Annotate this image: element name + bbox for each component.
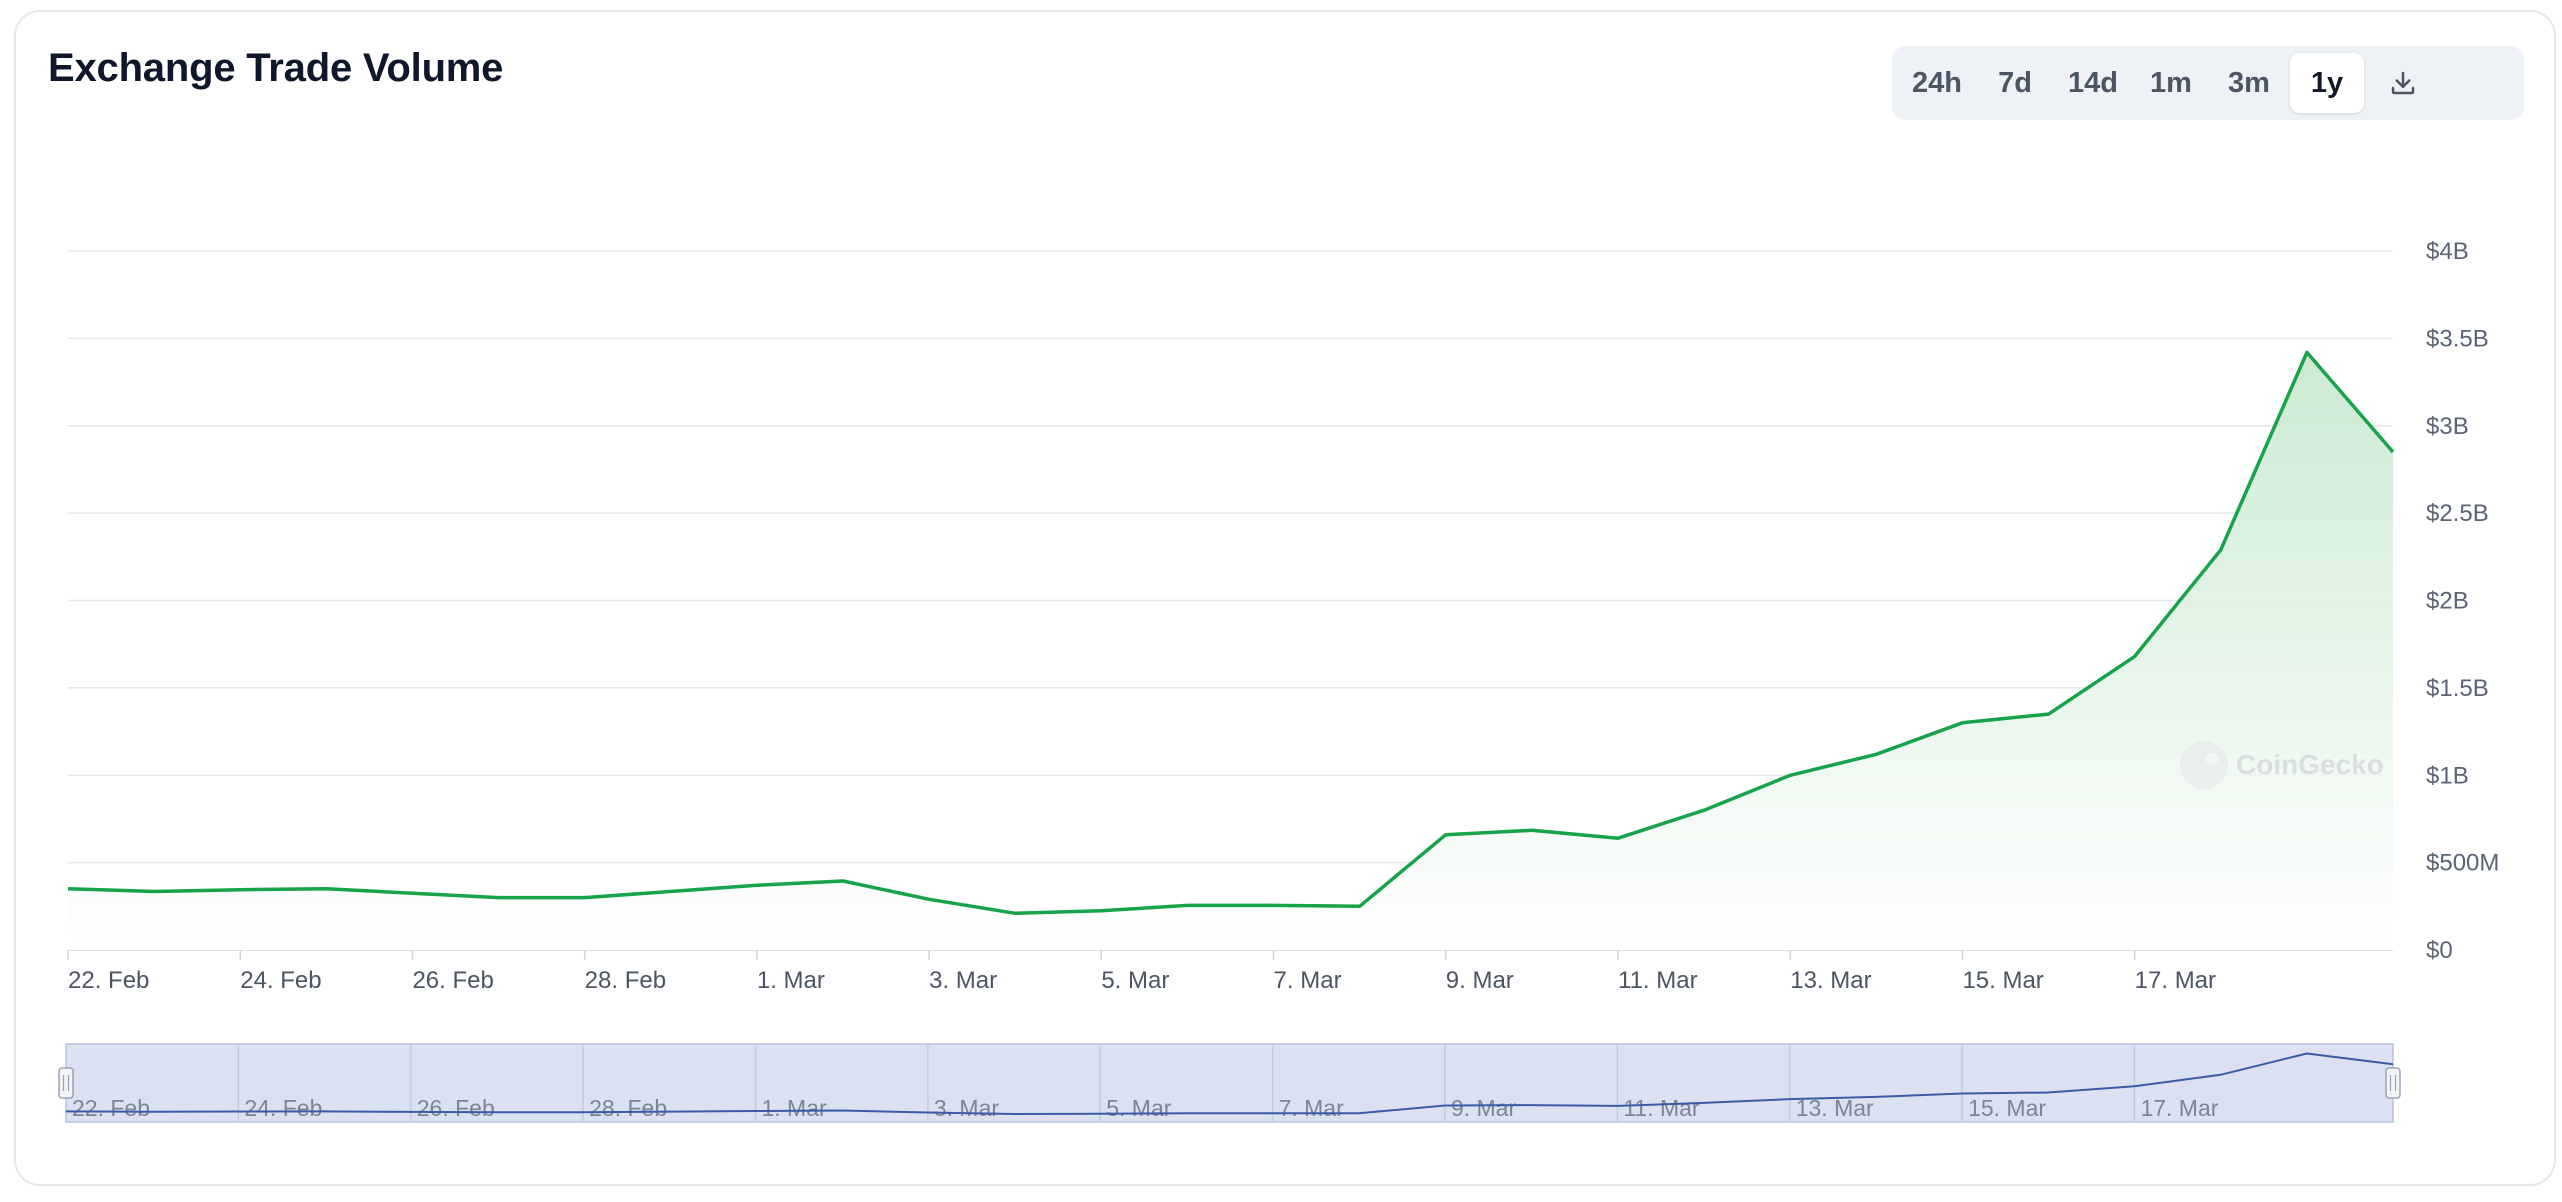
x-tick-label: 24. Feb [240,967,321,994]
x-tick-label: 5. Mar [1101,967,1169,994]
data-point[interactable] [490,889,508,907]
download-button[interactable] [2368,53,2438,113]
x-tick-label: 13. Mar [1790,967,1871,994]
navigator-tick-label: 24. Feb [244,1095,322,1121]
watermark: CoinGecko [2180,741,2384,789]
data-point[interactable] [2298,343,2316,361]
navigator-tick-label: 1. Mar [761,1095,827,1121]
gecko-logo-icon [2180,741,2228,789]
y-tick-label: $1B [2426,762,2469,789]
data-point[interactable] [231,881,249,899]
chart-card [14,10,2556,1186]
data-point[interactable] [1523,821,1541,839]
data-point[interactable] [317,880,335,898]
data-point[interactable] [576,889,594,907]
navigator-tick-label: 11. Mar [1623,1095,1700,1121]
data-point[interactable] [1953,714,1971,732]
range-button-3m[interactable]: 3m [2212,53,2286,113]
navigator-tick-label: 22. Feb [72,1095,150,1121]
data-point[interactable] [403,884,421,902]
navigator-line [65,1052,2394,1115]
y-tick-label: $500M [2426,850,2499,877]
y-tick-label: $3B [2426,413,2469,440]
data-point[interactable] [834,872,852,890]
download-icon [2391,71,2415,95]
watermark-text: CoinGecko [2236,749,2384,780]
navigator-tick-label: 15. Mar [1968,1095,2046,1121]
chart-title: Exchange Trade Volume [48,46,504,90]
data-point[interactable] [2040,705,2058,723]
data-point[interactable] [920,890,938,908]
data-point[interactable] [1351,897,1369,915]
data-point[interactable] [2212,541,2230,559]
data-point[interactable] [1781,766,1799,784]
range-button-14d[interactable]: 14d [2056,53,2130,113]
y-tick-label: $4B [2426,238,2469,265]
y-tick-label: $3.5B [2426,325,2489,352]
navigator-tick-label: 26. Feb [417,1095,495,1121]
series-line [67,350,2395,916]
data-point[interactable] [1867,745,1885,763]
x-tick-label: 15. Mar [1962,967,2043,994]
series-area [68,352,2393,950]
data-point[interactable] [59,880,77,898]
navigator-range[interactable] [65,1043,2394,1123]
range-button-24h[interactable]: 24h [1900,53,1974,113]
y-tick-label: $0 [2426,937,2453,964]
navigator-tick-label: 28. Feb [589,1095,667,1121]
navigator-tick-label: 3. Mar [934,1095,1000,1121]
y-tick-label: $1.5B [2426,675,2489,702]
x-tick-label: 11. Mar [1618,967,1698,994]
data-point[interactable] [748,876,766,894]
navigator-handle-right[interactable] [2385,1067,2401,1099]
data-point[interactable] [145,882,163,900]
navigator-tick-label: 17. Mar [2140,1095,2218,1121]
x-tick-label: 22. Feb [68,967,149,994]
navigator-handle-left[interactable] [58,1067,74,1099]
x-tick-label: 26. Feb [412,967,493,994]
x-tick-label: 9. Mar [1446,967,1514,994]
data-point[interactable] [1437,826,1455,844]
data-point[interactable] [1609,829,1627,847]
time-range-selector: 24h 7d 14d 1m 3m 1y [1892,46,2524,120]
data-point[interactable] [1265,896,1283,914]
data-point[interactable] [2384,443,2402,461]
data-point[interactable] [1006,904,1024,922]
y-tick-label: $2B [2426,588,2469,615]
range-button-1y[interactable]: 1y [2290,53,2364,113]
x-tick-label: 3. Mar [929,967,997,994]
x-tick-label: 28. Feb [585,967,666,994]
x-tick-label: 17. Mar [2135,967,2216,994]
x-tick-label: 1. Mar [757,967,825,994]
navigator-tick-label: 9. Mar [1451,1095,1517,1121]
navigator-tick-label: 7. Mar [1279,1095,1345,1121]
navigator-tick-label: 5. Mar [1106,1095,1172,1121]
data-point[interactable] [1695,801,1713,819]
data-point[interactable] [1092,902,1110,920]
x-tick-label: 7. Mar [1274,967,1342,994]
y-tick-label: $2.5B [2426,500,2489,527]
data-point[interactable] [2126,647,2144,665]
range-button-1m[interactable]: 1m [2134,53,2208,113]
range-button-7d[interactable]: 7d [1978,53,2052,113]
data-point[interactable] [1178,896,1196,914]
